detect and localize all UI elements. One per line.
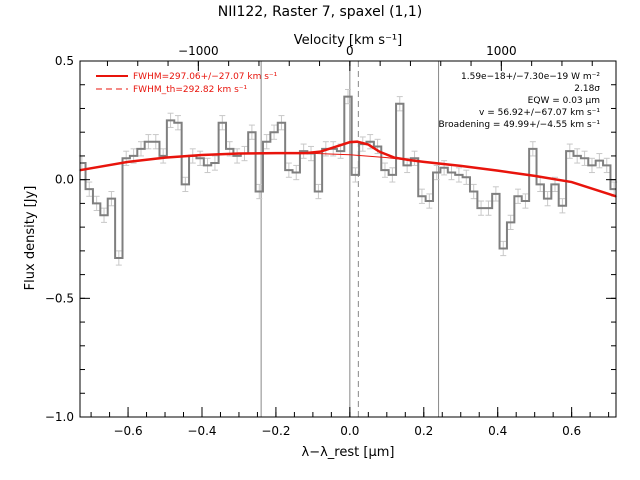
x-tick-label: 0.0 — [340, 424, 359, 438]
x-tick-label: −0.4 — [187, 424, 216, 438]
x-tick-label: 0.4 — [488, 424, 507, 438]
top-axis-label: Velocity [km s⁻¹] — [294, 33, 402, 48]
annotation-line: EQW = 0.03 μm — [528, 96, 600, 106]
y-tick-label: 0.5 — [55, 54, 74, 68]
annotation-line: 1.59e−18+/−7.30e−19 W m⁻² — [461, 72, 600, 82]
top-tick-label: 0 — [346, 44, 354, 58]
legend-label: FWHM=297.06+/−27.07 km s⁻¹ — [133, 72, 278, 82]
annotation-line: v = 56.92+/−67.07 km s⁻¹ — [479, 108, 600, 118]
annotation-line: 2.18σ — [574, 84, 600, 94]
legend: FWHM=297.06+/−27.07 km s⁻¹ FWHM_th=292.8… — [96, 72, 278, 95]
plot-frame — [79, 60, 617, 418]
x-tick-label: −0.2 — [261, 424, 290, 438]
y-axis-label: Flux density [Jy] — [23, 186, 38, 291]
y-tick-label: −0.5 — [45, 291, 74, 305]
x-tick-label: −0.6 — [113, 424, 142, 438]
chart-title: NII122, Raster 7, spaxel (1,1) — [218, 4, 423, 20]
x-axis-label: λ−λ_rest [μm] — [302, 445, 395, 460]
x-tick-label: 0.2 — [414, 424, 433, 438]
top-tick-label: −1000 — [178, 44, 219, 58]
spectrum-line — [80, 95, 616, 259]
y-tick-label: −1.0 — [45, 410, 74, 424]
legend-label: FWHM_th=292.82 km s⁻¹ — [133, 85, 248, 95]
annotation-block: 1.59e−18+/−7.30e−19 W m⁻² 2.18σ EQW = 0.… — [439, 72, 601, 130]
annotation-line: Broadening = 49.99+/−4.55 km s⁻¹ — [439, 120, 601, 130]
top-tick-label: 1000 — [486, 44, 517, 58]
fit-line — [79, 140, 617, 198]
x-tick-label: 0.6 — [562, 424, 581, 438]
y-tick-label: 0.0 — [55, 173, 74, 187]
